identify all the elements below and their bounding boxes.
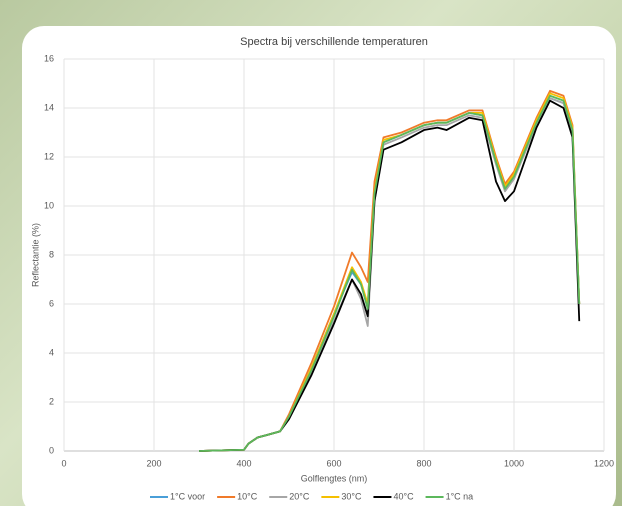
chart-title: Spectra bij verschillende temperaturen <box>240 36 428 48</box>
legend-label: 1°C voor <box>170 491 205 501</box>
x-axis-label: Golflengtes (nm) <box>301 473 368 483</box>
y-tick-label: 2 <box>49 396 54 406</box>
y-tick-label: 16 <box>44 53 54 63</box>
y-axis-label: Reflectantie (%) <box>30 223 40 287</box>
y-tick-label: 14 <box>44 102 54 112</box>
x-tick-label: 200 <box>146 458 161 468</box>
y-tick-label: 0 <box>49 445 54 455</box>
legend-label: 30°C <box>341 491 362 501</box>
y-tick-label: 10 <box>44 200 54 210</box>
y-tick-label: 8 <box>49 249 54 259</box>
legend-label: 40°C <box>393 491 414 501</box>
legend-label: 10°C <box>237 491 258 501</box>
x-tick-label: 800 <box>416 458 431 468</box>
x-tick-label: 0 <box>61 458 66 468</box>
chart-panel <box>22 26 616 506</box>
x-tick-label: 1200 <box>594 458 614 468</box>
chart: Spectra bij verschillende temperaturen G… <box>0 0 622 506</box>
y-tick-label: 4 <box>49 347 54 357</box>
x-tick-label: 400 <box>236 458 251 468</box>
y-tick-label: 12 <box>44 151 54 161</box>
x-tick-label: 1000 <box>504 458 524 468</box>
y-tick-label: 6 <box>49 298 54 308</box>
legend-label: 1°C na <box>446 491 474 501</box>
x-tick-label: 600 <box>326 458 341 468</box>
legend-label: 20°C <box>289 491 310 501</box>
